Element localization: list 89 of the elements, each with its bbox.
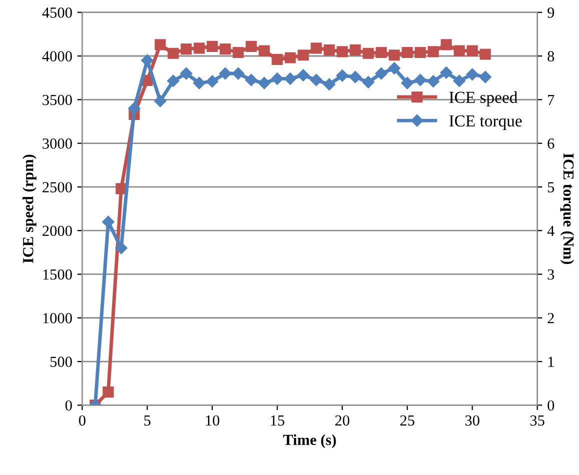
y2-tick-label: 3 xyxy=(548,269,554,280)
point xyxy=(168,48,179,59)
point xyxy=(427,75,440,88)
y-tick-label: 2500 xyxy=(42,182,72,192)
point xyxy=(102,216,114,228)
x-tick-label: 5 xyxy=(144,415,150,426)
point xyxy=(388,62,400,74)
point xyxy=(141,54,154,66)
point xyxy=(180,67,192,80)
point xyxy=(375,67,388,80)
point xyxy=(402,46,413,58)
y-tick-label: 4500 xyxy=(42,7,72,18)
point xyxy=(284,72,296,85)
point xyxy=(194,42,205,54)
point xyxy=(193,76,206,90)
x-tick-label: 25 xyxy=(400,415,414,426)
point xyxy=(454,45,465,56)
point xyxy=(245,74,258,86)
y-tick-label: 3500 xyxy=(42,94,72,106)
point xyxy=(206,75,218,88)
point xyxy=(220,43,231,55)
point xyxy=(284,52,296,64)
y-tick-label: 500 xyxy=(50,356,72,367)
point xyxy=(102,386,114,398)
y2-tick-label: 7 xyxy=(548,94,554,105)
x-tick-label: 35 xyxy=(530,415,544,426)
point xyxy=(466,68,478,80)
y-tick-label: 3000 xyxy=(42,138,72,149)
point xyxy=(258,45,270,56)
y-tick-label: 1500 xyxy=(43,269,72,280)
x-tick-label: 10 xyxy=(206,415,220,426)
point xyxy=(246,40,257,52)
y2-axis-title: ICE torque (Nm) xyxy=(560,153,574,264)
point xyxy=(362,76,374,88)
point xyxy=(206,40,218,52)
point xyxy=(297,69,310,82)
point xyxy=(272,54,283,66)
y-tick-label: 1000 xyxy=(43,313,72,324)
point xyxy=(232,67,244,80)
point xyxy=(401,76,414,90)
y2-tick-label: 4 xyxy=(547,226,554,236)
point xyxy=(232,46,244,58)
point xyxy=(323,78,336,90)
point xyxy=(167,74,180,87)
y2-tick-label: 0 xyxy=(548,400,554,411)
x-axis-title: Time (s) xyxy=(283,434,336,448)
point xyxy=(154,39,166,50)
point xyxy=(219,67,232,80)
y2-tick-label: 1 xyxy=(548,356,554,367)
y2-tick-label: 9 xyxy=(548,8,554,18)
point xyxy=(298,50,309,61)
point xyxy=(180,43,192,55)
point xyxy=(362,48,374,59)
point xyxy=(414,74,426,86)
point xyxy=(440,39,452,50)
y2-tick-label: 6 xyxy=(548,138,554,149)
point xyxy=(310,74,322,86)
point xyxy=(428,46,439,58)
point xyxy=(480,48,491,60)
point xyxy=(453,74,466,87)
y2-tick-label: 8 xyxy=(548,51,554,62)
x-tick-label: 20 xyxy=(335,415,350,426)
y-tick-label: 4000 xyxy=(42,51,72,62)
legend-label: ICE torque xyxy=(449,115,522,130)
x-tick-label: 30 xyxy=(465,415,480,426)
point xyxy=(336,70,348,82)
point xyxy=(349,70,362,84)
point xyxy=(336,46,348,58)
x-tick-label: 0 xyxy=(78,415,86,426)
point xyxy=(388,50,400,61)
y-axis-title: ICE speed (rpm) xyxy=(22,154,36,263)
point xyxy=(479,70,492,84)
x-tick-label: 15 xyxy=(270,415,284,426)
point xyxy=(466,45,478,56)
y-tick-label: 0 xyxy=(65,400,72,411)
y-tick-label: 2000 xyxy=(42,226,72,236)
point xyxy=(258,76,270,90)
y2-tick-label: 2 xyxy=(548,313,554,324)
point xyxy=(310,42,322,54)
point xyxy=(376,46,387,58)
point xyxy=(324,44,335,56)
point xyxy=(128,102,140,114)
point xyxy=(414,46,426,58)
y2-tick-label: 5 xyxy=(548,182,554,192)
point xyxy=(154,94,166,108)
point xyxy=(350,44,361,56)
point xyxy=(271,72,284,85)
legend-label: ICE speed xyxy=(449,91,518,106)
point xyxy=(440,66,452,79)
